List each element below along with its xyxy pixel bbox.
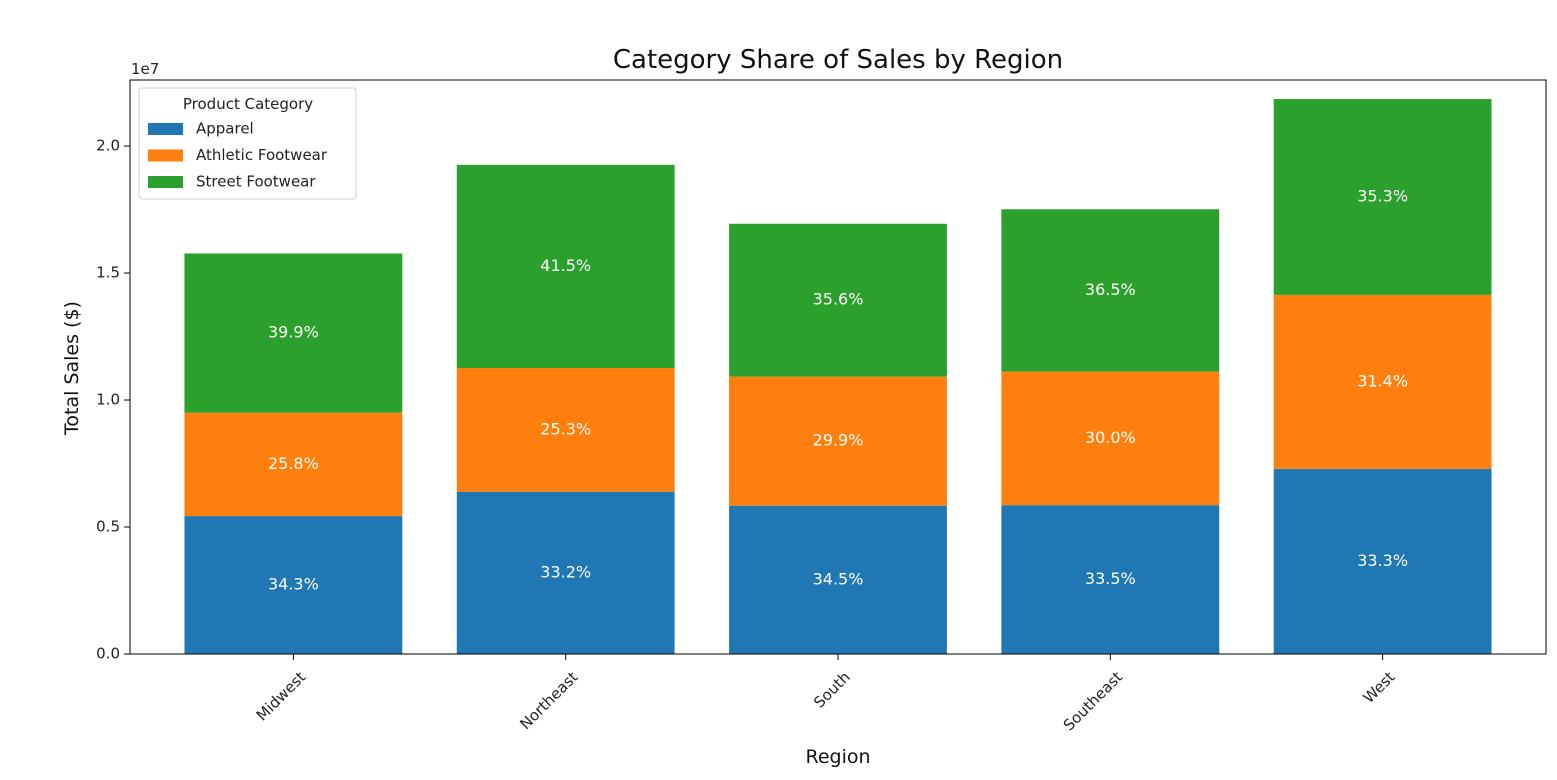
x-axis-ticks: Midwest Northeast South Southeast West <box>253 654 1399 734</box>
legend-entry: Apparel <box>196 120 254 138</box>
plot-frame <box>129 79 1547 655</box>
y-tick-label: 2.0 <box>96 137 120 155</box>
bar-segment-label: 36.5% <box>1085 280 1136 299</box>
bar-segment-label: 25.3% <box>540 419 591 438</box>
legend-swatch <box>148 176 183 188</box>
legend-swatch <box>148 149 183 162</box>
x-axis-label: Region <box>805 746 870 768</box>
bar-segment-label: 39.9% <box>268 323 319 342</box>
bar-segment <box>1001 371 1220 506</box>
legend: Product Category Apparel Athletic Footwea… <box>138 87 357 200</box>
x-tick-label: Northeast <box>516 668 581 733</box>
bar-segment-label: 34.5% <box>813 569 864 588</box>
legend-entry: Street Footwear <box>196 173 316 191</box>
bar-segment <box>729 223 947 377</box>
bar-segment-label: 29.9% <box>813 431 864 450</box>
bar-segment <box>1273 99 1492 295</box>
y-axis-label: Total Sales ($) <box>61 301 83 436</box>
bar-segment-label: 33.5% <box>1085 569 1136 588</box>
bar-segment-label: 25.8% <box>268 454 319 473</box>
bar-segment <box>456 368 675 492</box>
bar-segment <box>1273 294 1492 469</box>
bars-group: 34.3% 25.8% 39.9% 33.2% 25.3% 41.5% 34.5% 29.9%… <box>184 99 1492 654</box>
bar-segment-label: 30.0% <box>1085 428 1136 447</box>
x-tick-label: West <box>1360 668 1399 707</box>
bar-segment <box>456 164 675 369</box>
bar-segment-label: 33.3% <box>1357 551 1408 570</box>
bar-segment <box>1001 209 1220 372</box>
legend-title: Product Category <box>183 95 313 113</box>
x-tick-label: Midwest <box>253 668 310 725</box>
bar-segment <box>1001 505 1220 654</box>
bar-segment-label: 35.3% <box>1357 186 1408 205</box>
y-tick-label: 0.5 <box>96 518 120 536</box>
bar-segment <box>184 253 403 413</box>
y-tick-label: 0.0 <box>96 645 120 663</box>
legend-swatch <box>148 123 183 135</box>
bar-segment <box>729 376 947 506</box>
bar-segment-label: 33.2% <box>540 562 591 581</box>
bar-segment-label: 34.3% <box>268 575 319 594</box>
bar-segment-label: 31.4% <box>1357 371 1408 390</box>
bar-segment <box>456 491 675 654</box>
bar-segment <box>184 412 403 517</box>
x-tick-label: Southeast <box>1060 668 1126 734</box>
bar-segment-label: 41.5% <box>540 256 591 275</box>
bar-segment <box>1273 468 1492 654</box>
y-tick-label: 1.5 <box>96 264 120 282</box>
legend-box <box>138 87 357 200</box>
bar-segment-label: 35.6% <box>813 290 864 309</box>
chart-title: Category Share of Sales by Region <box>613 45 1063 75</box>
y-axis-ticks: 0.0 0.5 1.0 1.5 2.0 <box>96 137 130 663</box>
bar-segment <box>184 516 403 654</box>
x-tick-label: South <box>810 668 854 712</box>
y-axis-offset-label: 1e7 <box>131 60 159 78</box>
legend-entry: Athletic Footwear <box>196 146 328 164</box>
y-tick-label: 1.0 <box>96 391 120 409</box>
bar-segment <box>729 505 947 654</box>
